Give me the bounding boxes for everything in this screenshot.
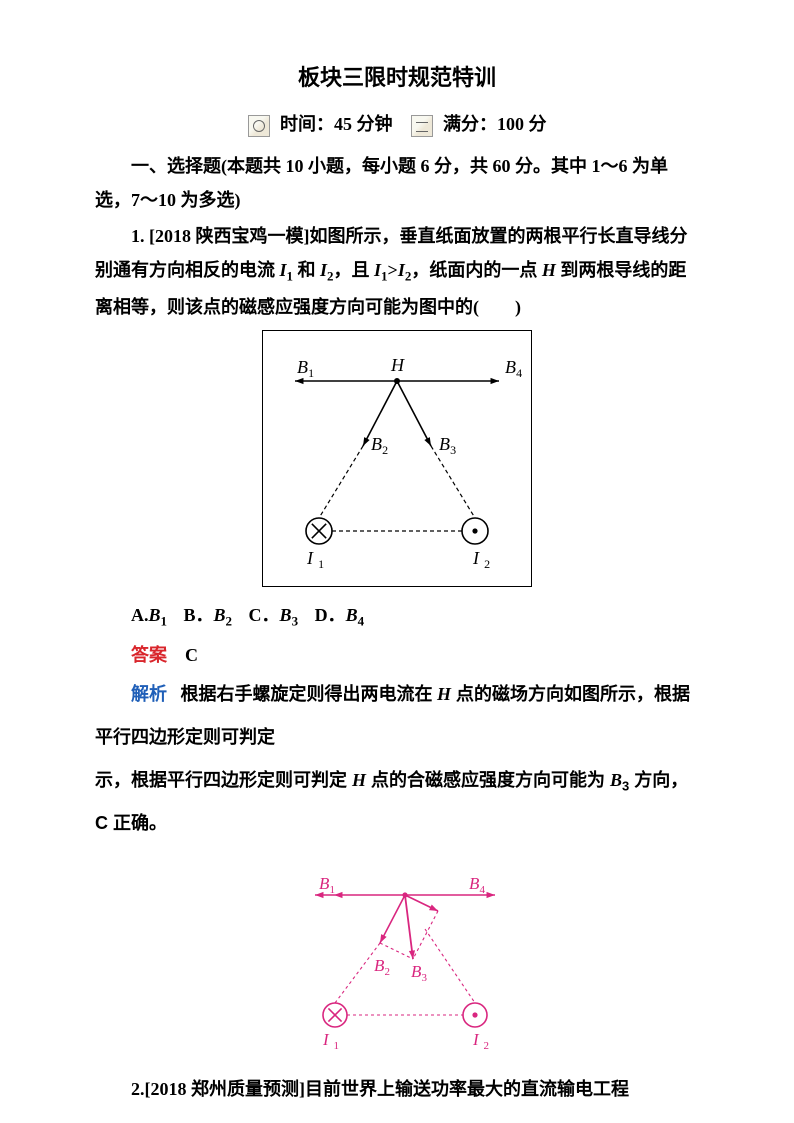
options: A.B1 B．B2 C．B3 D．B4 — [95, 597, 699, 635]
score-label: 满分：100 分 — [443, 114, 547, 134]
svg-text:3: 3 — [450, 443, 456, 457]
svg-text:4: 4 — [479, 884, 485, 896]
svg-text:H: H — [390, 355, 405, 375]
svg-text:B: B — [411, 962, 422, 981]
svg-text:B: B — [439, 434, 450, 454]
svg-text:2: 2 — [484, 557, 490, 571]
score-icon — [411, 115, 433, 137]
svg-text:I: I — [306, 548, 314, 568]
question-2: 2.[2018 郑州质量预测]目前世界上输送功率最大的直流输电工程 — [95, 1072, 699, 1106]
info-line: 时间：45 分钟 满分：100 分 — [95, 110, 699, 137]
diagram-2: B1B4B2B3I1I2 — [95, 857, 699, 1062]
section-heading: 一、选择题(本题共 10 小题，每小题 6 分，共 60 分。其中 1～6 为单… — [95, 149, 699, 217]
svg-text:2: 2 — [384, 966, 390, 978]
svg-text:2: 2 — [483, 1040, 489, 1052]
question-1: 1. [2018 陕西宝鸡一模]如图所示，垂直纸面放置的两根平行长直导线分别通有… — [95, 219, 699, 324]
diagram-1: HB1B4B2B3I1I2 — [262, 330, 532, 587]
svg-text:1: 1 — [329, 884, 335, 896]
diagram-1-wrap: HB1B4B2B3I1I2 — [95, 330, 699, 587]
time-label: 时间：45 分钟 — [280, 114, 393, 134]
svg-text:B: B — [374, 956, 385, 975]
svg-text:B: B — [319, 874, 330, 893]
svg-text:I: I — [322, 1030, 330, 1049]
answer-label: 答案 — [131, 645, 167, 665]
svg-text:1: 1 — [318, 557, 324, 571]
explain-label: 解析 — [131, 684, 167, 704]
explanation: 解析 根据右手螺旋定则得出两电流在 H 点的磁场方向如图所示，根据平行四边形定则… — [95, 673, 699, 759]
svg-text:B: B — [469, 874, 480, 893]
svg-text:3: 3 — [421, 972, 427, 984]
explanation-cont: 点的磁场方向如图所示，根据平行四边形定则可判定 示，根据平行四边形定则可判定 H… — [95, 759, 699, 845]
svg-text:B: B — [505, 357, 516, 377]
svg-text:B: B — [297, 357, 308, 377]
svg-text:I: I — [472, 548, 480, 568]
svg-text:2: 2 — [382, 443, 388, 457]
svg-text:1: 1 — [333, 1040, 339, 1052]
answer-line: 答案 C — [95, 637, 699, 673]
clock-icon — [248, 115, 270, 137]
diagram-2-wrap: B1B4B2B3I1I2 — [95, 857, 699, 1062]
svg-text:4: 4 — [516, 366, 522, 380]
svg-text:I: I — [472, 1030, 480, 1049]
svg-text:B: B — [371, 434, 382, 454]
svg-text:1: 1 — [308, 366, 314, 380]
answer-value: C — [185, 645, 198, 665]
page-title: 板块三限时规范特训 — [95, 60, 699, 92]
